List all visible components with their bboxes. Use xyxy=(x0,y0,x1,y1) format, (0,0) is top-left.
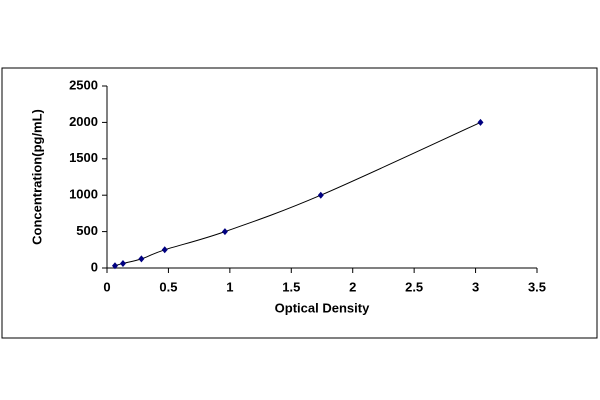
y-axis-title: Concentration(pg/mL) xyxy=(29,109,44,245)
y-tick-label: 1500 xyxy=(69,150,98,165)
chart-frame xyxy=(1,67,598,339)
x-tick-label: 0 xyxy=(103,279,110,294)
point xyxy=(111,262,118,270)
x-axis-title: Optical Density xyxy=(275,300,370,315)
point xyxy=(317,191,324,199)
y-tick-label: 500 xyxy=(76,223,98,238)
point xyxy=(477,118,484,126)
x-tick-label: 2.5 xyxy=(405,279,423,294)
point xyxy=(138,255,145,263)
point xyxy=(119,259,126,267)
x-tick-label: 0.5 xyxy=(159,279,177,294)
x-tick-label: 1 xyxy=(226,279,233,294)
y-tick-label: 2500 xyxy=(69,77,98,92)
x-tick-label: 3.5 xyxy=(528,279,546,294)
y-tick-label: 2000 xyxy=(69,114,98,129)
y-tick-label: 0 xyxy=(91,259,98,274)
x-tick-label: 1.5 xyxy=(282,279,300,294)
point xyxy=(161,246,168,254)
y-tick-label: 1000 xyxy=(69,187,98,202)
point xyxy=(221,228,228,236)
x-tick-label: 2 xyxy=(349,279,356,294)
x-tick-label: 3 xyxy=(472,279,479,294)
